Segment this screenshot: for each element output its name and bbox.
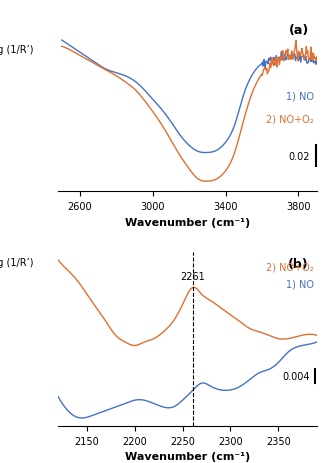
Text: 1) NO: 1) NO [286, 279, 314, 289]
Text: 2) NO+O₂: 2) NO+O₂ [266, 262, 314, 271]
Text: Log (1/R’): Log (1/R’) [0, 44, 33, 55]
Text: (a): (a) [288, 24, 309, 37]
Text: 0.004: 0.004 [282, 371, 310, 382]
Text: (b): (b) [288, 258, 309, 271]
Text: 1) NO: 1) NO [286, 92, 314, 101]
X-axis label: Wavenumber (cm⁻¹): Wavenumber (cm⁻¹) [125, 217, 250, 227]
Text: Log (1/R’): Log (1/R’) [0, 258, 33, 268]
X-axis label: Wavenumber (cm⁻¹): Wavenumber (cm⁻¹) [125, 451, 250, 461]
Text: 2) NO+O₂: 2) NO+O₂ [266, 114, 314, 124]
Text: 2261: 2261 [181, 271, 205, 281]
Text: 0.02: 0.02 [289, 151, 310, 161]
